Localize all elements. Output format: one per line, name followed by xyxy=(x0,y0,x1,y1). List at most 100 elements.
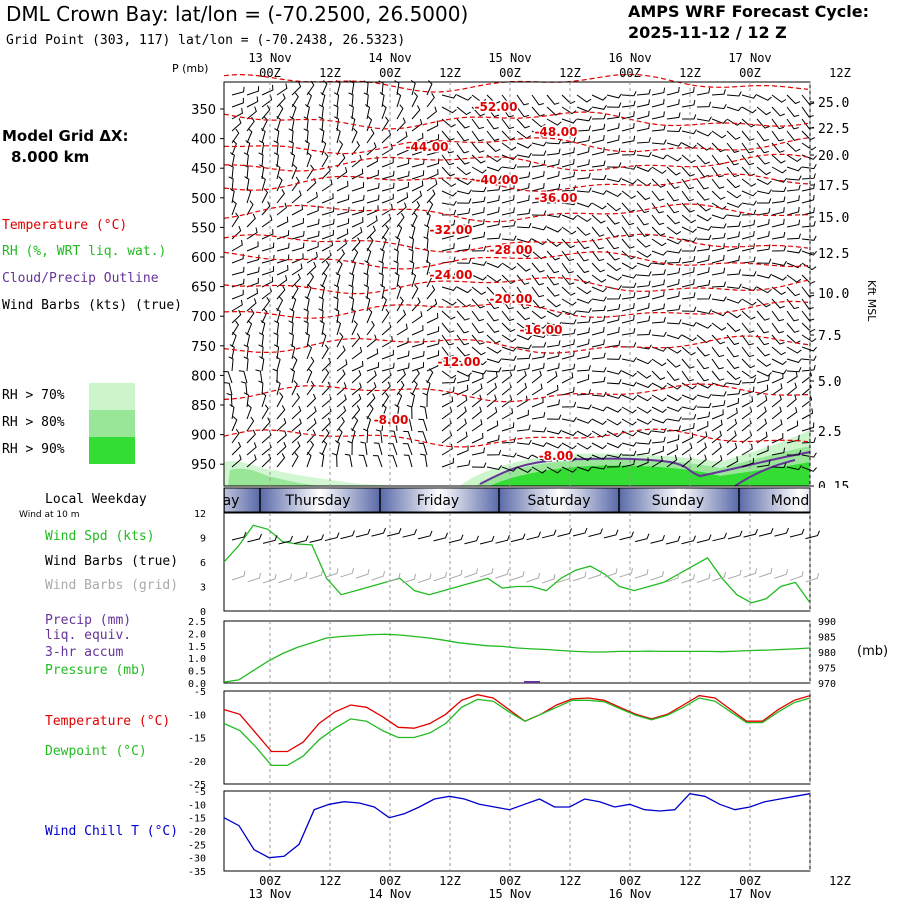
wind-barb xyxy=(621,381,637,387)
wind-barb xyxy=(726,166,740,178)
wind-barb xyxy=(651,418,667,424)
wind-barb xyxy=(486,166,502,172)
wind-barb xyxy=(321,193,334,204)
wind-barb xyxy=(682,114,697,120)
wind-barb xyxy=(501,262,517,271)
wind-barb xyxy=(224,382,233,396)
wind-barb xyxy=(801,94,815,105)
wind-barb xyxy=(651,394,667,402)
cycle-label: AMPS WRF Forecast Cycle: xyxy=(628,2,870,21)
wind-barb xyxy=(276,296,284,312)
wind-barb xyxy=(231,289,244,300)
wind-barb xyxy=(531,351,546,360)
wind-barb xyxy=(246,288,259,300)
wind-barb xyxy=(501,164,517,170)
wind-chill-panel-frame xyxy=(223,790,811,872)
wind-barb xyxy=(546,94,560,105)
wind-barb xyxy=(486,394,497,408)
wind-barb xyxy=(486,346,502,354)
wind-barb xyxy=(258,140,265,156)
wind-barb xyxy=(606,93,622,99)
isotherm-label: -52.00 xyxy=(475,100,518,114)
wind-barb xyxy=(726,379,742,386)
wind-barb xyxy=(486,286,501,297)
wind-barb xyxy=(261,242,275,252)
wind-barb xyxy=(246,308,255,324)
wind-barb xyxy=(711,346,725,358)
wind-barb xyxy=(726,255,740,264)
wind-barb xyxy=(243,344,249,360)
wind-barb xyxy=(516,298,530,310)
wind-barb xyxy=(561,454,577,462)
wind-barb xyxy=(336,194,350,204)
wind-barb xyxy=(245,140,251,156)
wind-barb xyxy=(786,394,797,408)
wind-barb xyxy=(726,118,742,126)
wind-barb xyxy=(486,106,500,118)
wind-barb xyxy=(501,94,515,105)
wind-barb xyxy=(576,106,592,113)
wind-barb xyxy=(786,106,800,118)
wind-barb xyxy=(621,100,636,108)
wind-barb xyxy=(486,219,501,228)
wind-barb xyxy=(261,417,271,432)
wind-barb xyxy=(546,138,562,145)
wind-barb xyxy=(425,260,431,276)
kft-tick-label: 12.5 xyxy=(818,247,849,262)
wind-barb xyxy=(441,142,454,154)
isotherm-label: -40.00 xyxy=(476,173,519,187)
wind-barb xyxy=(621,406,637,414)
wind-barb xyxy=(576,125,591,132)
wind-barb xyxy=(771,106,785,117)
wind-barb xyxy=(666,226,682,235)
wind-barb xyxy=(531,322,547,329)
wind-barb xyxy=(306,344,312,360)
wind-barb xyxy=(546,371,558,384)
wind-barb xyxy=(741,256,756,264)
wind-barb xyxy=(441,358,456,369)
wind-barb xyxy=(546,226,562,233)
wind-barb xyxy=(516,152,532,158)
wind-barb xyxy=(651,250,667,256)
wind-barb xyxy=(546,298,561,308)
wind-barb xyxy=(711,89,726,96)
wind-barb xyxy=(741,178,757,187)
wind-barb xyxy=(561,250,575,262)
wind-barb xyxy=(636,302,650,312)
wind-barb xyxy=(681,129,697,135)
wind-barb xyxy=(381,296,387,312)
wind-barb xyxy=(651,303,665,312)
wind-barb xyxy=(516,454,532,460)
grid-wind-barb xyxy=(557,573,571,584)
surface-pressure-line xyxy=(223,633,811,683)
kft-tick-label: 15.0 xyxy=(818,211,849,226)
wind-barb xyxy=(741,93,757,99)
precip-tick-label: 1.5 xyxy=(188,642,206,653)
wind-barb xyxy=(441,310,456,320)
isotherm-label: -20.00 xyxy=(490,292,533,306)
wind-barb xyxy=(365,296,371,312)
wind-barb xyxy=(696,130,712,137)
wind-barb xyxy=(261,105,271,120)
wind-barb xyxy=(741,230,755,240)
wind-barb xyxy=(666,267,681,276)
wind-barb xyxy=(531,466,547,474)
wind-barb xyxy=(456,106,471,116)
wind-barb xyxy=(591,326,605,336)
wind-barb xyxy=(261,229,274,240)
wind-barb xyxy=(666,86,680,96)
wind-barb xyxy=(726,269,741,276)
precip-tick-label: 2.0 xyxy=(188,629,206,640)
wind-barb xyxy=(576,238,590,250)
wind-barb xyxy=(396,369,406,384)
wind-barb xyxy=(321,332,327,348)
wind-barb xyxy=(231,309,242,324)
wind-barb xyxy=(726,91,742,97)
wind-barb xyxy=(621,202,635,213)
wind-barb xyxy=(696,166,710,178)
wind-barb xyxy=(336,180,349,192)
wind-barb xyxy=(411,297,421,312)
wind-barb xyxy=(348,296,355,312)
isotherm-line xyxy=(223,428,809,448)
wind-barb xyxy=(591,189,607,195)
